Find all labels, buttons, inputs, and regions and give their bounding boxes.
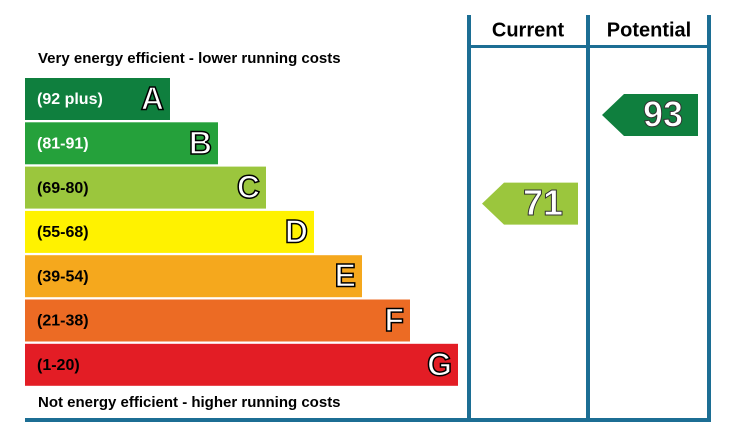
band-bar	[25, 166, 266, 209]
band-range: (39-54)	[37, 268, 89, 285]
band-range: (55-68)	[37, 224, 89, 241]
header-potential: Potential	[607, 19, 691, 41]
band-bar	[25, 78, 170, 120]
column-rule	[707, 15, 711, 422]
band-letter: G	[427, 346, 452, 382]
band-range: (92 plus)	[37, 91, 103, 108]
column-rule	[586, 15, 590, 422]
band-letter: F	[384, 302, 404, 338]
header-rule	[467, 45, 711, 48]
rating-arrow	[602, 94, 698, 136]
band-bar	[25, 343, 458, 386]
bottom-note: Not energy efficient - higher running co…	[38, 394, 341, 411]
band-letter: C	[237, 169, 260, 205]
band-range: (81-91)	[37, 136, 89, 153]
band-bar	[25, 255, 362, 298]
band-range: (1-20)	[37, 357, 80, 374]
bottom-rule	[25, 418, 711, 422]
band-range: (69-80)	[37, 180, 89, 197]
frame	[25, 15, 711, 422]
top-note: Very energy efficient - lower running co…	[38, 50, 341, 67]
band-letter: A	[141, 80, 164, 116]
band-bar	[25, 210, 314, 253]
header-current: Current	[492, 19, 565, 41]
band-range: (21-38)	[37, 313, 89, 330]
rating-value: 93	[643, 94, 683, 135]
rating-value: 71	[523, 182, 563, 223]
band-letter: B	[189, 125, 212, 161]
band-bar	[25, 122, 218, 165]
band-bar	[25, 299, 410, 342]
band-letter: D	[285, 213, 308, 249]
band-letter: E	[335, 258, 356, 294]
rating-arrow	[482, 182, 578, 225]
column-rule	[467, 15, 471, 422]
